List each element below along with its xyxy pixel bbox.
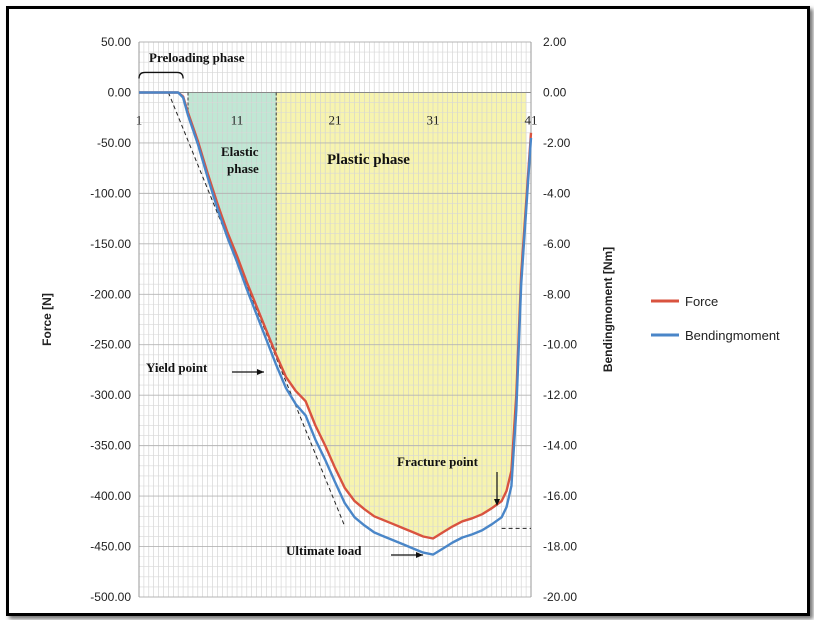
- y-left-tick-label: -150.00: [90, 237, 131, 251]
- x-tick-label: 21: [329, 112, 342, 127]
- y-right-tick-label: -10.00: [543, 338, 577, 352]
- y-left-tick-label: -400.00: [90, 489, 131, 503]
- y-right-tick-label: 0.00: [543, 85, 567, 99]
- region-plastic: [276, 92, 527, 539]
- x-tick-label: 31: [427, 112, 440, 127]
- y-left-tick-label: -450.00: [90, 540, 131, 554]
- y-right-tick-label: 2.00: [543, 35, 567, 49]
- preloading-bracket: [138, 71, 184, 79]
- yield-arrowhead: [257, 369, 264, 375]
- legend-label-bendingmoment: Bendingmoment: [685, 328, 780, 343]
- y-left-tick-label: -100.00: [90, 186, 131, 200]
- legend-label-force: Force: [685, 294, 718, 309]
- preloading-phase-label: Preloading phase: [149, 50, 245, 65]
- x-tick-label: 11: [231, 112, 244, 127]
- force-bendingmoment-chart: 50.00 0.00 -50.00 -100.00 -150.00 -200.00 -250…: [40, 35, 780, 604]
- y-left-tick-label: -200.00: [90, 287, 131, 301]
- y-left-tick-label: -300.00: [90, 388, 131, 402]
- ultimate-load-label: Ultimate load: [286, 543, 362, 558]
- y-right-tick-label: -6.00: [543, 237, 571, 251]
- y-right-tick-label: -18.00: [543, 540, 577, 554]
- series-force: [139, 91, 533, 540]
- y-left-tick-label: -500.00: [90, 590, 131, 604]
- chart-frame: 50.00 0.00 -50.00 -100.00 -150.00 -200.00 -250…: [6, 6, 810, 616]
- series-bendingmoment: [139, 91, 533, 556]
- y-right-tick-label: -16.00: [543, 489, 577, 503]
- y-left-tick-label: 0.00: [108, 85, 132, 99]
- y-right-tick-label: -2.00: [543, 136, 571, 150]
- y-right-tick-label: -12.00: [543, 388, 577, 402]
- x-tick-label: 1: [136, 112, 143, 127]
- yield-point-label: Yield point: [146, 360, 208, 375]
- fracture-arrowhead: [494, 499, 500, 506]
- y-right-tick-label: -20.00: [543, 590, 577, 604]
- plastic-phase-label: Plastic phase: [327, 152, 410, 168]
- y-left-tick-label: 50.00: [101, 35, 131, 49]
- y-left-axis-title: Force [N]: [40, 293, 54, 346]
- y-left-tick-label: -50.00: [97, 136, 131, 150]
- fracture-point-label: Fracture point: [397, 454, 479, 469]
- y-right-tick-label: -4.00: [543, 186, 571, 200]
- y-right-tick-label: -14.00: [543, 439, 577, 453]
- elastic-phase-label-line2: phase: [227, 161, 259, 176]
- x-tick-label: 41: [525, 112, 538, 127]
- elastic-phase-label-line1: Elastic: [221, 144, 259, 159]
- y-left-tick-label: -250.00: [90, 338, 131, 352]
- ultimate-arrowhead: [416, 552, 423, 558]
- y-left-tick-label: -350.00: [90, 439, 131, 453]
- y-right-tick-label: -8.00: [543, 287, 571, 301]
- y-right-axis-title: Bendingmoment [Nm]: [601, 247, 615, 372]
